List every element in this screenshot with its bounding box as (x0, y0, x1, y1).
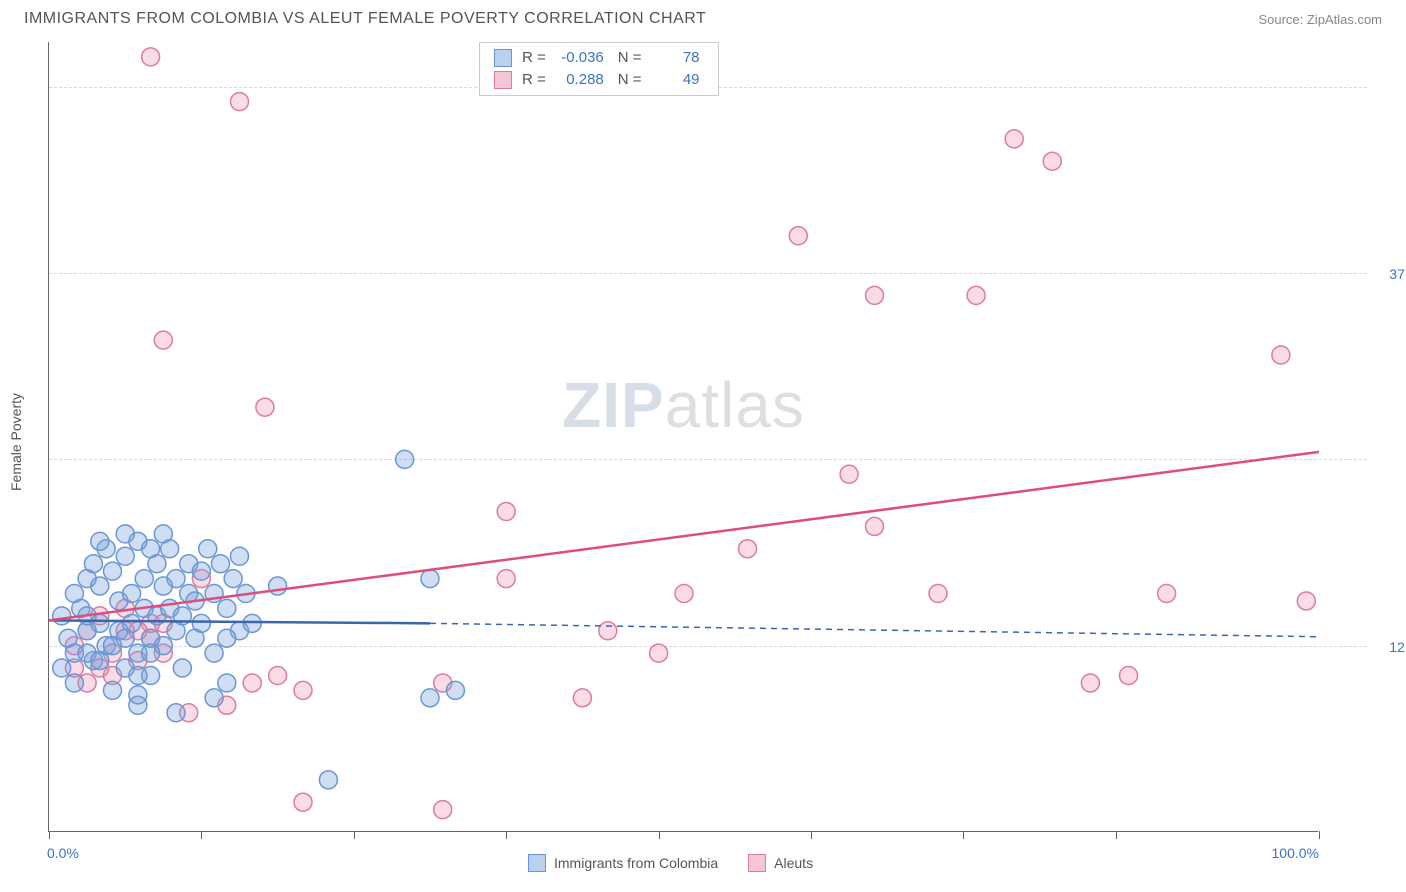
legend-label-aleuts: Aleuts (774, 855, 813, 871)
y-axis-label: Female Poverty (8, 393, 24, 491)
n-label: N = (618, 69, 642, 91)
x-tick (49, 831, 50, 839)
trend-line-ext-colombia (430, 623, 1319, 636)
r-label: R = (522, 47, 546, 69)
legend-label-colombia: Immigrants from Colombia (554, 855, 718, 871)
source-attribution: Source: ZipAtlas.com (1258, 12, 1382, 27)
trend-line-colombia (49, 620, 430, 623)
x-tick (354, 831, 355, 839)
y-tick-label: 37.5% (1389, 266, 1406, 282)
x-tick (1319, 831, 1320, 839)
swatch-colombia (494, 49, 512, 67)
legend-item-aleuts: Aleuts (748, 854, 813, 872)
r-value-colombia: -0.036 (556, 47, 608, 69)
chart-title: IMMIGRANTS FROM COLOMBIA VS ALEUT FEMALE… (24, 10, 706, 28)
n-value-colombia: 78 (652, 47, 704, 69)
n-value-aleuts: 49 (652, 69, 704, 91)
chart-area: Female Poverty ZIPatlas 12.5%37.5% R = -… (48, 42, 1384, 842)
x-tick (659, 831, 660, 839)
trend-line-aleuts (49, 452, 1319, 620)
stats-legend: R = -0.036 N = 78 R = 0.288 N = 49 (479, 42, 719, 96)
swatch-aleuts (748, 854, 766, 872)
x-tick (506, 831, 507, 839)
x-tick (811, 831, 812, 839)
plot-region: ZIPatlas 12.5%37.5% R = -0.036 N = 78 R … (48, 42, 1318, 832)
r-value-aleuts: 0.288 (556, 69, 608, 91)
swatch-colombia (528, 854, 546, 872)
legend-item-colombia: Immigrants from Colombia (528, 854, 718, 872)
x-tick (963, 831, 964, 839)
x-tick-label: 0.0% (47, 845, 79, 861)
stats-row-aleuts: R = 0.288 N = 49 (494, 69, 704, 91)
stats-row-colombia: R = -0.036 N = 78 (494, 47, 704, 69)
y-tick-label: 12.5% (1389, 639, 1406, 655)
n-label: N = (618, 47, 642, 69)
trend-lines-layer (49, 42, 1319, 832)
series-legend: Immigrants from Colombia Aleuts (528, 854, 813, 872)
x-tick (1116, 831, 1117, 839)
x-tick-label: 100.0% (1272, 845, 1319, 861)
r-label: R = (522, 69, 546, 91)
x-tick (201, 831, 202, 839)
swatch-aleuts (494, 71, 512, 89)
